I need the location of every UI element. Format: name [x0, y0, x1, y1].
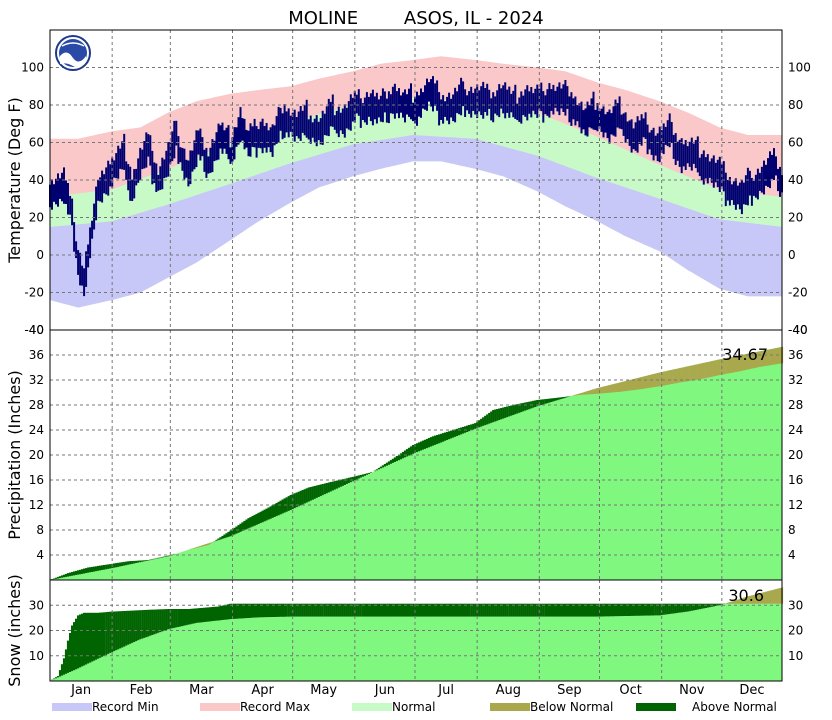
y-tick-label: 16 — [29, 473, 44, 487]
legend-label: Record Min — [92, 700, 159, 714]
y-tick-label: 20 — [29, 211, 44, 225]
month-label: Apr — [251, 683, 274, 698]
y-tick-label: 8 — [36, 523, 44, 537]
y-tick-label: 16 — [788, 473, 803, 487]
legend-swatch — [352, 703, 392, 711]
y-tick-label: 40 — [29, 173, 44, 187]
chart-title: MOLINE ASOS, IL - 2024 — [288, 8, 544, 29]
y-tick-label: 20 — [788, 624, 803, 638]
panel-frame — [49, 579, 783, 682]
y-tick-label: 40 — [788, 173, 803, 187]
y-tick-label: 32 — [788, 373, 803, 387]
normal-accum-area — [50, 587, 782, 681]
y-tick-label: 20 — [788, 211, 803, 225]
y-tick-label: -20 — [24, 286, 44, 300]
month-label: Oct — [619, 683, 641, 698]
y-tick-label: -40 — [24, 323, 44, 337]
snow-panel: 30.6 10 10 20 20 30 30 Snow (inches) — [5, 574, 803, 686]
y-tick-label: 12 — [788, 498, 803, 512]
legend: Record Min Record Max Normal Below Normal Ab… — [52, 700, 777, 714]
y-tick-label: -40 — [788, 323, 808, 337]
y-tick-label: 20 — [29, 624, 44, 638]
y-tick-label: 60 — [29, 136, 44, 150]
y-tick-label: -40 — [24, 323, 44, 337]
y-tick-label: 4 — [36, 548, 44, 562]
month-label: Jan — [70, 683, 91, 698]
noaa-logo — [55, 35, 91, 71]
y-tick-label: 80 — [29, 98, 44, 112]
month-label: Sep — [557, 683, 582, 698]
y-tick-label: 100 — [788, 61, 811, 75]
month-label: Aug — [496, 683, 521, 698]
y-axis-label: Snow (inches) — [5, 574, 24, 686]
legend-label: Above Normal — [692, 700, 777, 714]
total-annotation: 34.67 — [722, 345, 768, 364]
y-tick-label: -40 — [788, 323, 808, 337]
y-tick-label: 20 — [788, 448, 803, 462]
legend-label: Record Max — [240, 700, 310, 714]
legend-swatch — [490, 703, 530, 711]
total-annotation: 30.6 — [728, 586, 764, 605]
y-tick-label: 24 — [788, 423, 803, 437]
y-tick-label: 12 — [29, 498, 44, 512]
y-tick-label: 80 — [788, 98, 803, 112]
month-label: Jun — [374, 683, 395, 698]
record-min-band — [50, 135, 782, 308]
y-tick-label: 10 — [788, 649, 803, 663]
precipitation-panel: 34.67 4 4 8 8 12 12 16 16 20 20 24 24 28 28 32 32 36 36 Pre… — [5, 329, 803, 581]
month-label: May — [310, 683, 337, 698]
y-tick-label: 28 — [29, 398, 44, 412]
y-tick-label: 20 — [29, 448, 44, 462]
y-tick-label: 8 — [788, 523, 796, 537]
month-label: Feb — [130, 683, 153, 698]
month-label: Nov — [679, 683, 705, 698]
y-tick-label: 4 — [788, 548, 796, 562]
y-tick-label: 28 — [788, 398, 803, 412]
y-axis-label: Precipitation (Inches) — [5, 370, 24, 540]
y-axis-label: Temperature (Deg F) — [5, 97, 24, 264]
y-tick-label: 36 — [29, 348, 44, 362]
y-tick-label: 60 — [788, 136, 803, 150]
month-axis: Jan Feb Mar Apr May Jun Jul Aug Sep Oct Nov Dec — [70, 683, 764, 698]
y-tick-label: 0 — [788, 248, 796, 262]
y-tick-label: 36 — [788, 348, 803, 362]
y-tick-label: -20 — [788, 286, 808, 300]
month-label: Jul — [437, 683, 454, 698]
y-tick-label: 32 — [29, 373, 44, 387]
y-tick-label: 30 — [29, 598, 44, 612]
y-tick-label: 0 — [36, 248, 44, 262]
legend-label: Normal — [392, 700, 435, 714]
y-tick-label: 30 — [788, 598, 803, 612]
month-label: Dec — [739, 683, 764, 698]
legend-label: Below Normal — [530, 700, 613, 714]
y-tick-label: 10 — [29, 649, 44, 663]
y-tick-label: 24 — [29, 423, 44, 437]
legend-swatch — [636, 703, 676, 711]
legend-swatch — [52, 703, 92, 711]
legend-swatch — [200, 703, 240, 711]
month-label: Mar — [189, 683, 214, 698]
y-tick-label: 100 — [21, 61, 44, 75]
